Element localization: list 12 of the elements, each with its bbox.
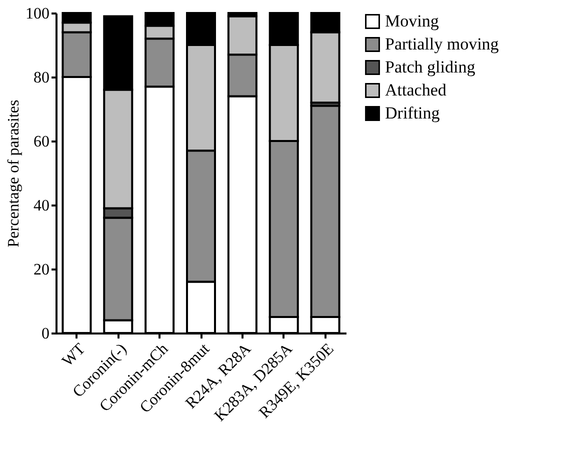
legend-label: Drifting: [385, 104, 440, 122]
legend-label: Moving: [385, 12, 440, 30]
legend-label: Patch gliding: [385, 58, 476, 76]
y-tick-label: 0: [42, 326, 50, 342]
legend-label: Attached: [385, 80, 447, 100]
legend-label: Partially moving: [385, 34, 500, 54]
y-tick-label: 60: [34, 134, 50, 150]
y-tick-label: 20: [34, 262, 50, 278]
y-tick-label: 80: [34, 70, 50, 86]
y-tick-label: 100: [26, 6, 50, 22]
y-tick-label: 40: [34, 198, 50, 214]
y-axis-title: Percentage of parasites: [6, 100, 22, 248]
